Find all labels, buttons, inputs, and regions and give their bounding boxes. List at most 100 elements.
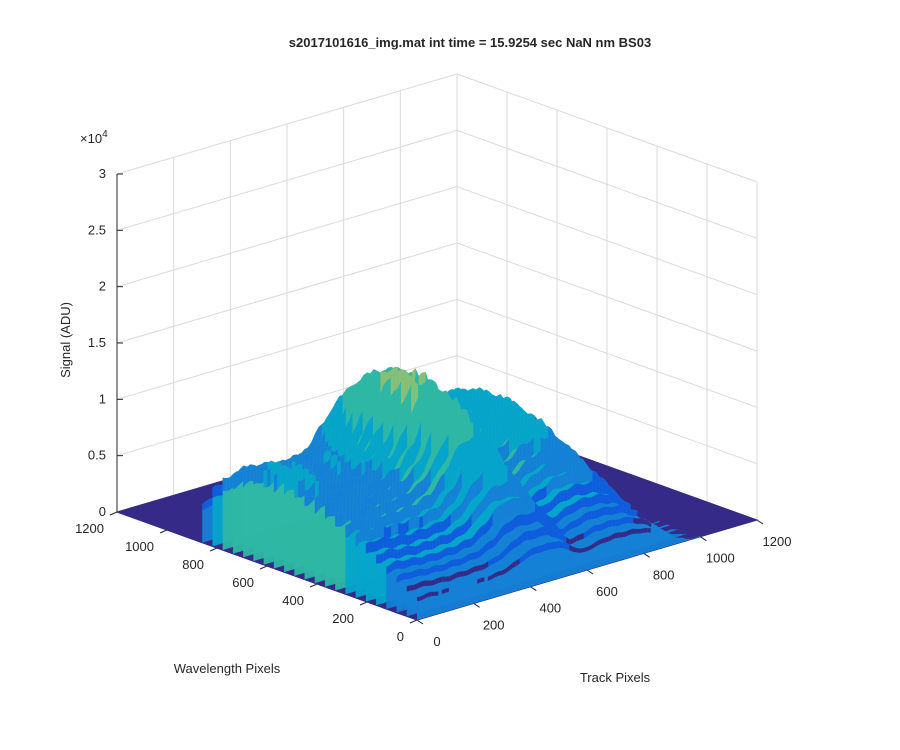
- surface-facet: [630, 509, 634, 516]
- x-tick-label: 600: [596, 584, 618, 599]
- surface-facet: [348, 519, 353, 537]
- surface-facet: [359, 387, 364, 418]
- surface-facet: [373, 514, 378, 529]
- surface-facet: [467, 538, 472, 548]
- surface-facet: [496, 465, 501, 486]
- surface-facet: [232, 473, 237, 490]
- surface-facet: [413, 433, 418, 464]
- surface-facet: [498, 426, 503, 449]
- surface-facet: [400, 560, 405, 569]
- x-axis-label: Track Pixels: [580, 670, 651, 685]
- surface-facet: [384, 512, 388, 528]
- surface-facet: [505, 438, 510, 461]
- surface-facet: [523, 427, 527, 448]
- surface-facet: [540, 544, 545, 553]
- surface-facet: [400, 546, 405, 558]
- surface-facet: [362, 426, 366, 455]
- surface-facet: [466, 568, 471, 576]
- surface-facet: [572, 546, 577, 553]
- surface-facet: [400, 400, 405, 431]
- surface-facet: [390, 538, 395, 549]
- grid-line: [116, 186, 458, 288]
- surface-facet: [338, 512, 343, 527]
- surface-facet: [563, 506, 567, 518]
- surface-facet: [647, 527, 651, 533]
- surface-facet: [543, 463, 547, 481]
- surface-facet: [335, 512, 339, 527]
- surface-facet: [379, 552, 384, 564]
- surface-facet: [619, 517, 623, 526]
- surface-facet: [243, 467, 247, 488]
- y-tick-mark: [359, 601, 368, 606]
- surface-facet: [439, 534, 444, 545]
- surface-facet: [601, 537, 605, 544]
- surface-facet: [260, 465, 264, 484]
- surface-facet: [407, 572, 411, 580]
- surface-facet: [426, 509, 431, 525]
- surface-facet: [434, 591, 439, 596]
- surface-facet: [551, 542, 556, 550]
- surface-facet: [517, 481, 522, 499]
- surface-facet: [633, 528, 637, 534]
- surface-facet: [409, 489, 414, 507]
- surface-facet: [565, 542, 570, 551]
- surface-facet: [516, 430, 520, 450]
- surface-facet: [277, 467, 281, 490]
- surface-facet: [394, 535, 398, 549]
- grid-line: [116, 129, 458, 231]
- surface-facet: [444, 493, 448, 512]
- surface-facet: [602, 483, 607, 495]
- surface-facet: [487, 575, 492, 581]
- z-tick-label: 2: [99, 279, 106, 294]
- surface-facet: [239, 465, 244, 484]
- surface-facet: [434, 423, 439, 451]
- surface-facet: [482, 468, 487, 489]
- surface-facet: [365, 541, 370, 554]
- surface-facet: [426, 527, 430, 539]
- surface-facet: [492, 485, 497, 502]
- surface-facet: [418, 557, 422, 566]
- surface-facet: [529, 474, 533, 491]
- surface-facet: [500, 483, 504, 501]
- surface-facet: [615, 519, 620, 527]
- surface-facet: [562, 541, 566, 549]
- surface-facet: [415, 528, 419, 541]
- surface-facet: [522, 460, 527, 479]
- surface-facet: [398, 522, 402, 535]
- surface-facet: [509, 518, 514, 533]
- surface-facet: [376, 394, 381, 431]
- surface-facet: [435, 577, 439, 585]
- surface-facet: [311, 481, 316, 503]
- surface-facet: [622, 531, 626, 538]
- y-tick-mark: [159, 529, 168, 534]
- surface-facet: [407, 557, 412, 568]
- surface-facet: [481, 407, 486, 429]
- surface-facet: [503, 481, 508, 500]
- surface-facet: [441, 411, 446, 442]
- surface-facet: [536, 449, 541, 470]
- surface-facet: [417, 421, 421, 456]
- surface-facet: [612, 519, 616, 527]
- surface-facet: [530, 547, 534, 556]
- surface-facet: [540, 447, 544, 466]
- surface-facet: [395, 495, 399, 513]
- surface-facet: [543, 447, 548, 465]
- surface-mesh: [115, 366, 759, 621]
- surface-facet: [571, 470, 575, 484]
- surface-facet: [485, 541, 489, 553]
- surface-facet: [376, 525, 381, 539]
- surface-facet: [546, 502, 550, 514]
- surface-facet: [570, 520, 574, 530]
- surface-facet: [447, 513, 451, 529]
- surface-facet: [538, 510, 542, 525]
- surface-facet: [498, 570, 502, 576]
- surface-facet: [534, 528, 538, 540]
- surface-facet: [601, 522, 606, 531]
- surface-facet: [349, 387, 353, 418]
- surface-facet: [414, 398, 418, 432]
- surface-facet: [492, 537, 496, 548]
- x-tick-label: 0: [433, 634, 440, 649]
- surface-facet: [420, 580, 425, 588]
- surface-facet: [569, 538, 574, 545]
- surface-facet: [557, 476, 561, 489]
